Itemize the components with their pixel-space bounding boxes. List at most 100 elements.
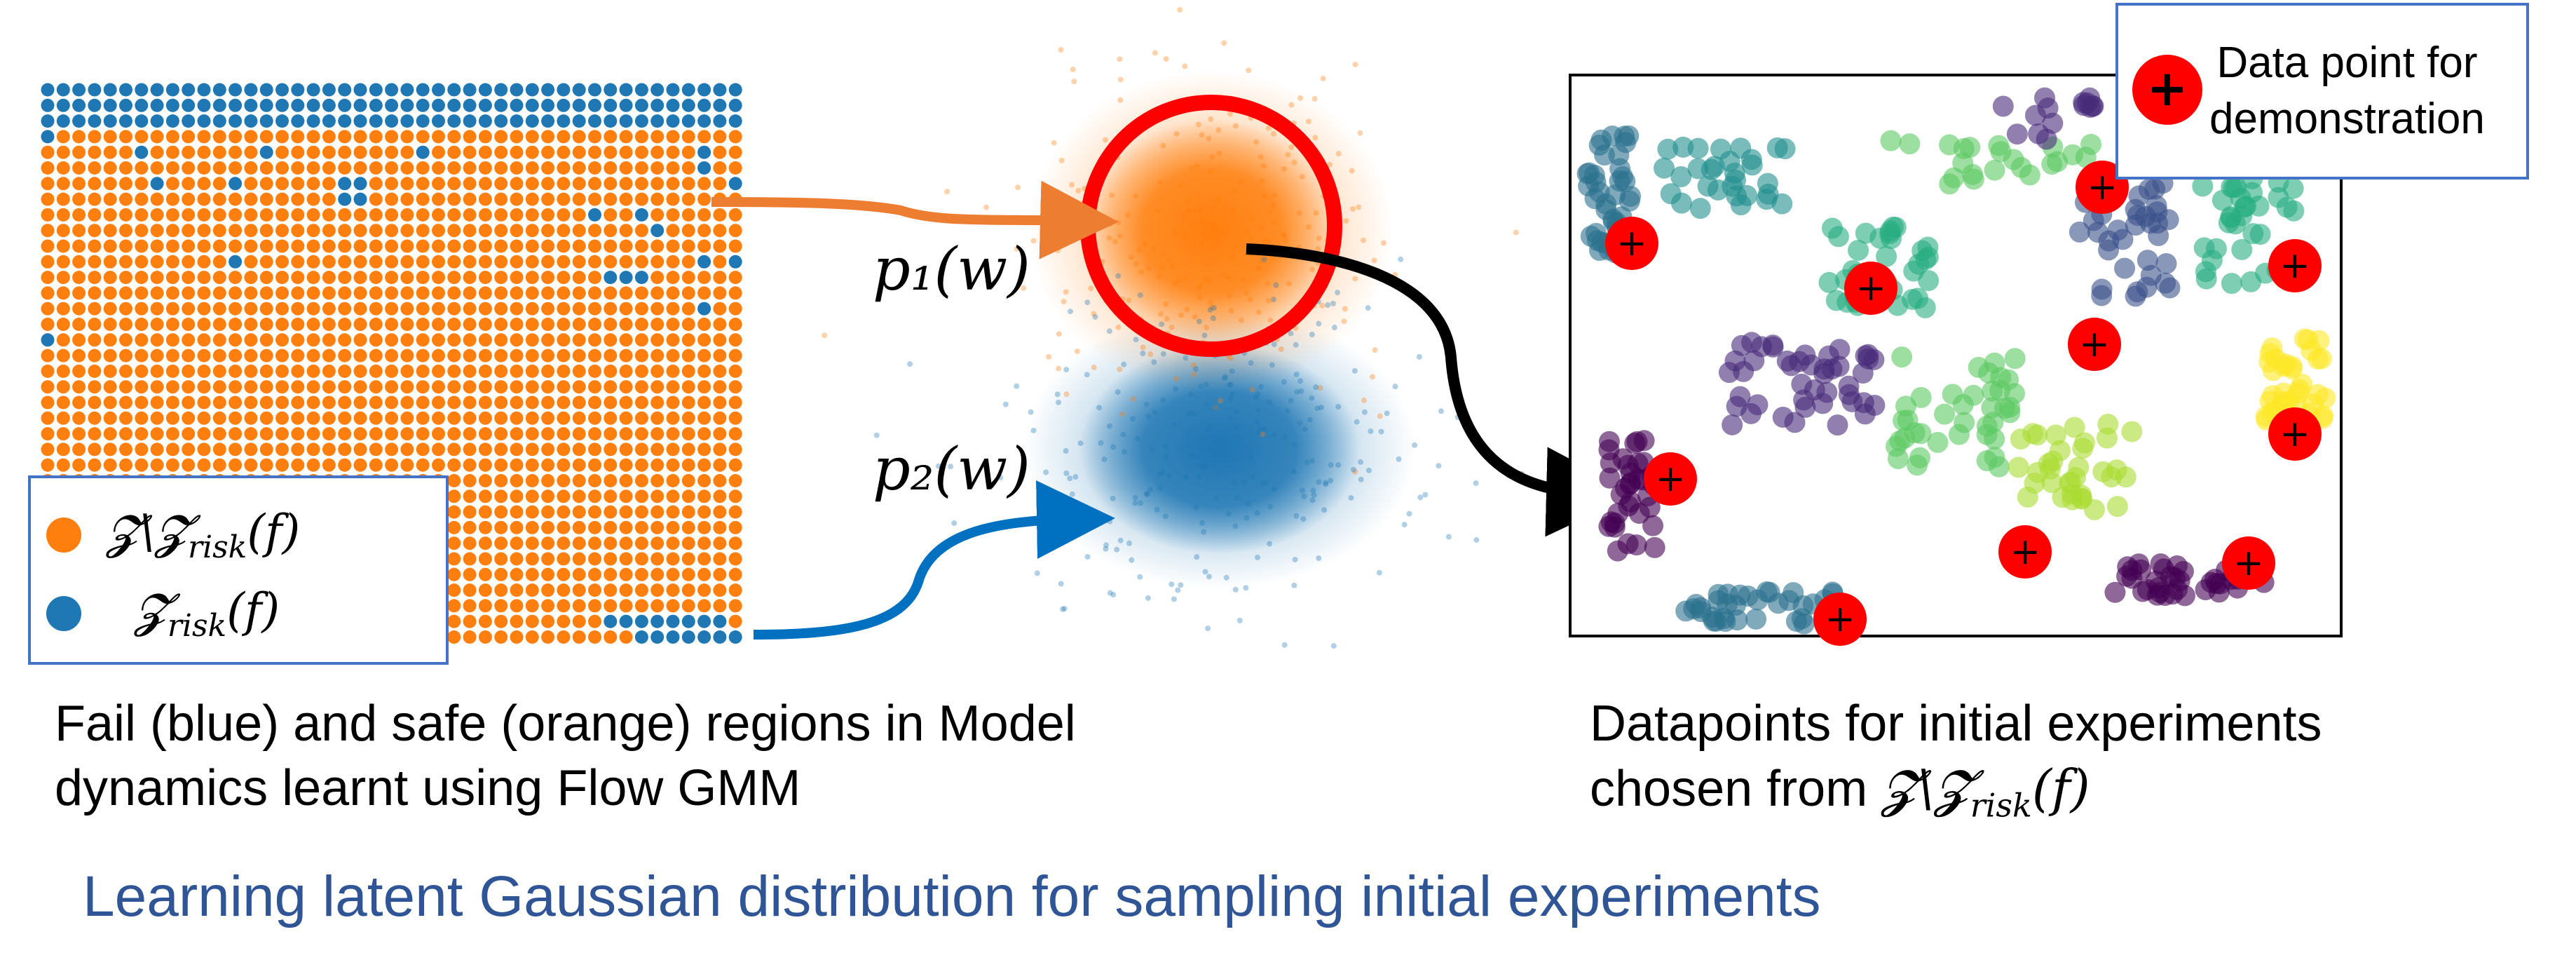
grid-dot-safe [463,255,477,269]
grid-dot-safe [400,224,414,238]
grid-dot-safe [135,458,149,472]
grid-dot-safe [244,442,258,457]
grid-dot-safe [88,177,102,191]
grid-dot-safe [103,380,117,394]
grid-dot-fail [291,114,305,128]
grid-dot-safe [494,286,508,300]
grid-dot-fail [135,83,149,97]
grid-dot-safe [385,458,399,472]
grid-dot-fail [385,83,399,97]
grid-dot-safe [353,239,367,253]
grid-dot-safe [666,364,680,378]
grid-dot-safe [416,161,430,175]
grid-dot-safe [306,302,320,316]
grid-dot-safe [165,333,179,347]
demo-legend-line2: demonstration [2209,95,2485,143]
sample-dot-safe [1176,278,1183,284]
grid-dot-fail [525,98,539,112]
scatter-point [1778,590,1800,611]
grid-dot-safe [510,567,524,581]
grid-dot-safe [244,161,258,175]
grid-dot-safe [604,599,618,613]
grid-dot-safe [681,286,695,300]
grid-dot-safe [385,395,399,410]
grid-dot-safe [494,614,508,628]
sample-dot-safe [1194,163,1200,169]
grid-dot-safe [447,614,461,628]
grid-dot-safe [306,161,320,175]
grid-dot-safe [197,239,211,253]
grid-dot-safe [681,271,695,285]
sample-dot-safe [1184,306,1190,313]
grid-dot-safe [447,552,461,566]
grid-dot-safe [72,145,86,159]
grid-dot-safe [525,192,539,206]
grid-dot-safe [165,318,179,331]
grid-dot-safe [72,458,86,472]
grid-dot-safe [369,161,383,175]
region-legend: 𝓩\𝓩risk(f) 𝓩risk(f) [28,475,449,665]
scatter-point [2125,198,2146,220]
demo-point-icon [1844,262,1897,315]
grid-dot-safe [713,302,727,316]
grid-dot-safe [353,271,367,285]
grid-dot-safe [494,161,508,175]
sample-dot-fail [1115,389,1121,395]
grid-dot-safe [338,271,352,285]
scatter-point [1670,165,1692,187]
grid-dot-safe [165,302,179,316]
grid-dot-safe [572,145,586,159]
grid-dot-safe [72,177,86,191]
sample-dot-fail [1227,381,1233,388]
grid-dot-safe [56,192,70,206]
grid-dot-safe [572,614,586,628]
sample-dot-safe [1248,215,1255,222]
grid-dot-safe [572,239,586,253]
scatter-point [1747,394,1769,416]
grid-dot-safe [88,286,102,300]
sample-dot-fail [1255,554,1261,560]
grid-dot-safe [650,177,665,191]
scatter-point [1599,467,1621,489]
scatter-point [1908,253,1930,275]
grid-dot-safe [447,427,461,441]
sample-dot-fail [1137,574,1143,580]
sample-dot-fail [1260,480,1266,487]
scatter-point [2059,472,2080,494]
grid-dot-safe [369,192,383,206]
grid-dot-safe [557,286,571,300]
scatter-point [2114,257,2136,279]
sample-dot-fail [1092,313,1098,320]
grid-dot-safe [103,177,117,191]
demo-legend-line1: Data point for [2216,39,2478,87]
grid-dot-safe [291,318,305,331]
sample-dot-safe [1074,349,1080,355]
grid-dot-safe [306,333,320,347]
sample-dot-fail [1114,546,1120,553]
sample-dot-safe [1270,201,1276,208]
grid-dot-safe [666,474,680,487]
sample-dot-fail [1162,443,1168,449]
grid-dot-safe [650,458,665,472]
grid-dot-safe [259,364,273,378]
grid-dot-safe [119,318,132,331]
sample-dot-safe [1232,123,1239,129]
grid-dot-safe [728,364,742,378]
grid-dot-safe [510,255,524,269]
grid-dot-safe [385,302,399,316]
grid-dot-safe [681,411,695,425]
sample-dot-fail [1255,430,1262,436]
grid-dot-safe [619,567,633,581]
sample-dot-fail [1202,569,1208,575]
scatter-point [1736,184,1758,206]
grid-dot-safe [432,333,445,347]
grid-dot-safe [713,567,727,581]
sample-dot-safe [1117,76,1124,83]
scatter-point [1697,175,1719,197]
grid-dot-safe [478,630,492,644]
grid-dot-safe [478,489,492,503]
grid-dot-safe [713,489,727,503]
grid-dot-safe [619,583,633,597]
grid-dot-safe [510,208,524,222]
grid-dot-safe [182,177,196,191]
